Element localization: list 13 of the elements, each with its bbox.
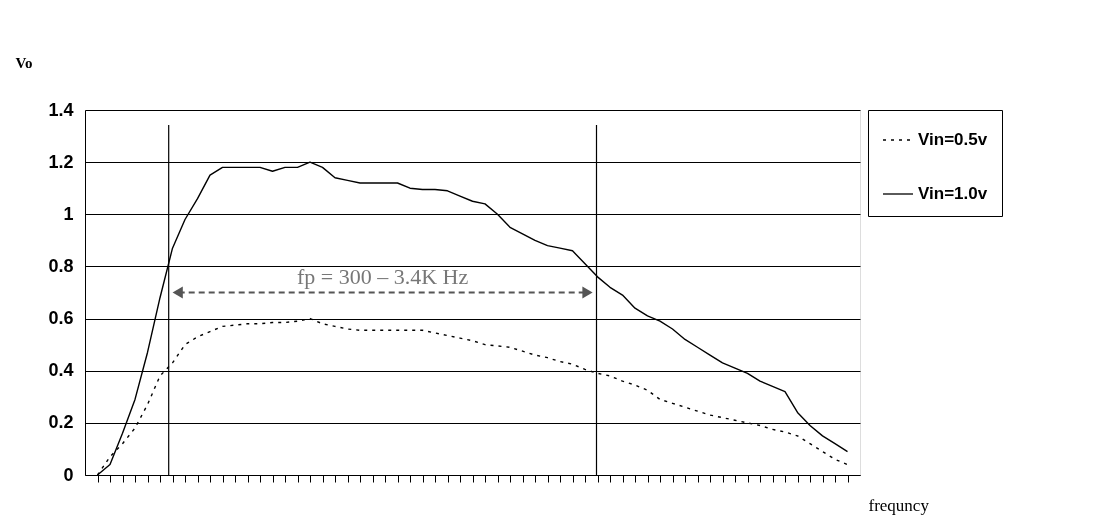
y-axis-title: Vo <box>15 54 33 71</box>
legend-label: Vin=1.0v <box>918 184 988 203</box>
y-tick-label: 0.8 <box>48 255 74 276</box>
y-tick-label: 0.2 <box>48 412 74 433</box>
y-tick-label: 1 <box>63 203 74 224</box>
y-tick-label: 0.4 <box>48 360 74 381</box>
annotation: fp = 300 – 3.4K Hz <box>296 263 469 289</box>
y-tick-label: 1.4 <box>48 99 74 120</box>
y-tick-label: 0.6 <box>48 308 74 329</box>
x-axis-title: frequncy <box>868 495 930 515</box>
legend-label: Vin=0.5v <box>918 130 988 149</box>
y-tick-label: 0 <box>63 464 74 485</box>
y-tick-label: 1.2 <box>48 151 74 172</box>
